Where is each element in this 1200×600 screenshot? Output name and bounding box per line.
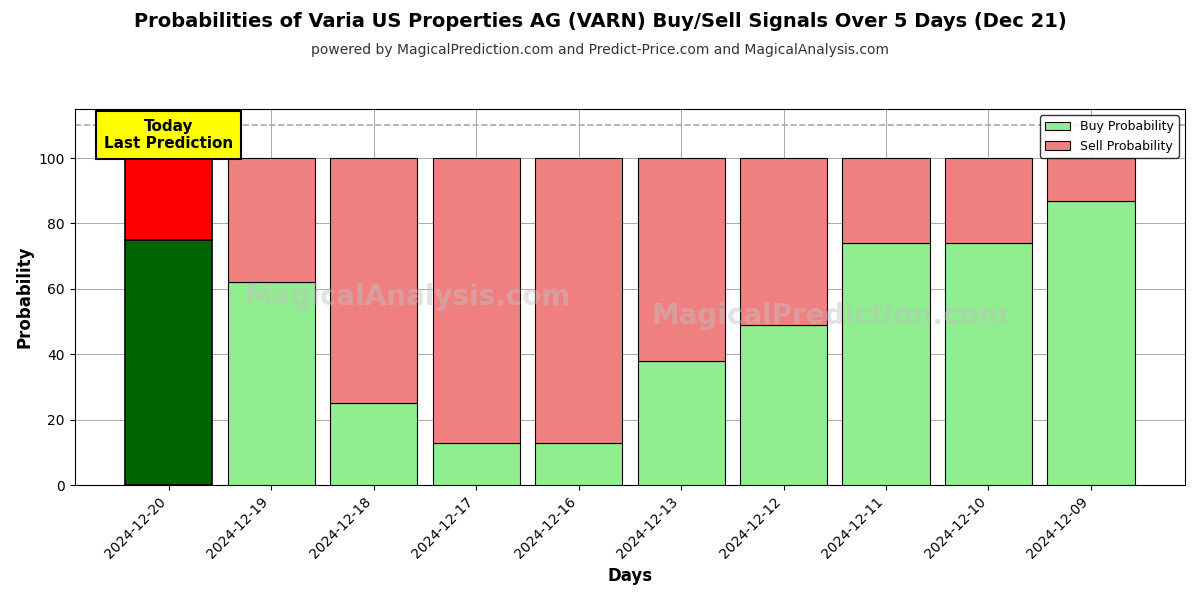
Text: Probabilities of Varia US Properties AG (VARN) Buy/Sell Signals Over 5 Days (Dec: Probabilities of Varia US Properties AG … (133, 12, 1067, 31)
Bar (637, 361, 725, 485)
Text: powered by MagicalPrediction.com and Predict-Price.com and MagicalAnalysis.com: powered by MagicalPrediction.com and Pre… (311, 43, 889, 57)
Bar (330, 403, 418, 485)
X-axis label: Days: Days (607, 567, 653, 585)
Bar (944, 158, 1032, 243)
Bar (228, 158, 314, 283)
Bar (740, 325, 827, 485)
Bar (125, 240, 212, 485)
Bar (125, 158, 212, 240)
Bar (330, 158, 418, 403)
Legend: Buy Probability, Sell Probability: Buy Probability, Sell Probability (1040, 115, 1178, 158)
Text: Today
Last Prediction: Today Last Prediction (104, 119, 233, 151)
Bar (944, 243, 1032, 485)
Text: MagicalPrediction.com: MagicalPrediction.com (652, 302, 1008, 330)
Bar (842, 158, 930, 243)
Bar (432, 443, 520, 485)
Y-axis label: Probability: Probability (16, 246, 34, 349)
Bar (842, 243, 930, 485)
Bar (228, 283, 314, 485)
Bar (637, 158, 725, 361)
Bar (535, 158, 622, 443)
Text: MagicalAnalysis.com: MagicalAnalysis.com (245, 283, 571, 311)
Bar (1048, 158, 1134, 200)
Bar (740, 158, 827, 325)
Bar (1048, 200, 1134, 485)
Bar (432, 158, 520, 443)
Bar (535, 443, 622, 485)
